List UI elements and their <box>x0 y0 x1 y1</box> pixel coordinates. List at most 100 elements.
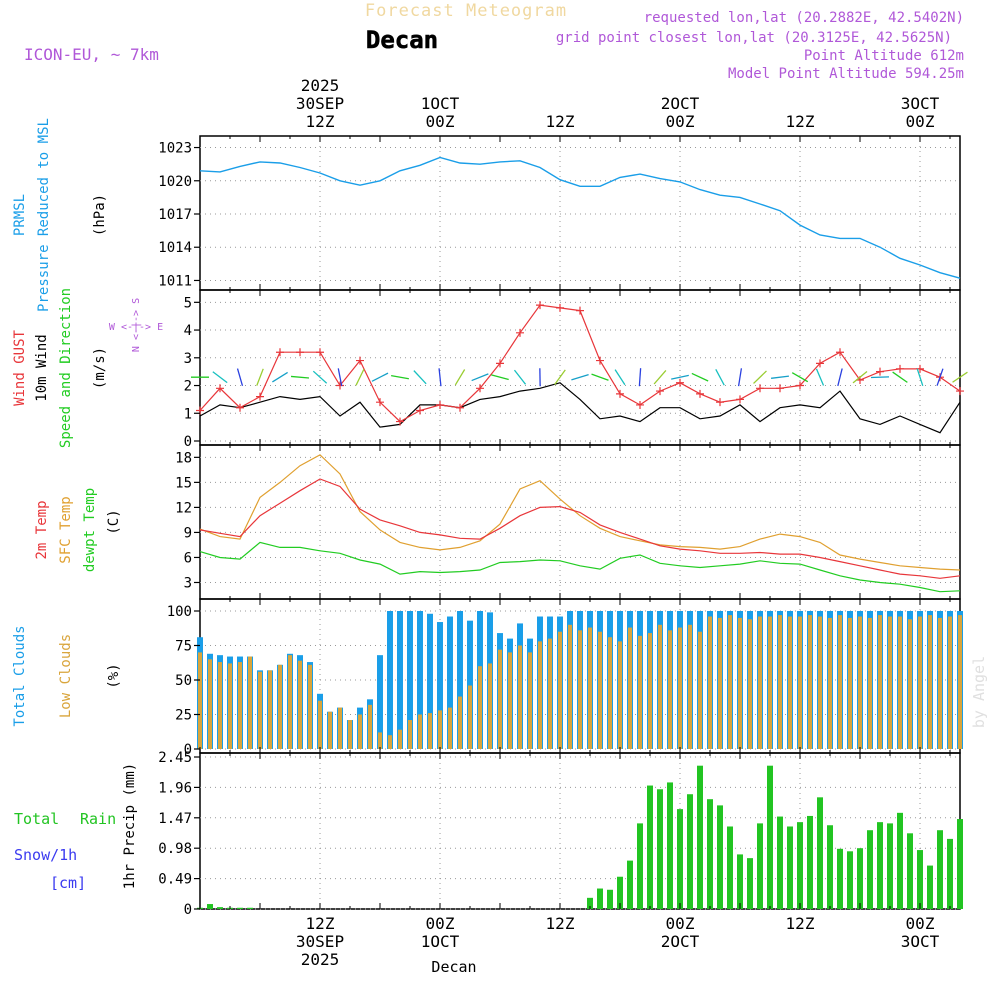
gust-marker <box>636 400 644 409</box>
time-label-bottom: 00Z <box>426 914 455 933</box>
rain-bar <box>667 782 673 909</box>
low-cloud-bar <box>548 638 552 749</box>
low-cloud-bar <box>588 627 592 749</box>
low-cloud-bar <box>818 616 822 749</box>
wind-direction-arrow <box>715 368 725 386</box>
requested-location: requested lon,lat (20.2882E, 42.5402N) <box>644 10 964 26</box>
wind-unit: (m/s) <box>92 347 108 389</box>
t2m-line <box>199 478 961 579</box>
low-cloud-bar <box>768 616 772 749</box>
snow-unit: [cm] <box>50 874 86 892</box>
low-cloud-bar <box>418 714 422 749</box>
low-cloud-bar <box>898 616 902 749</box>
time-label-top: 12Z <box>546 112 575 131</box>
pressure-ytick-label: 1023 <box>158 141 192 157</box>
dewpoint-line <box>199 541 961 593</box>
low-cloud-bar <box>698 631 702 749</box>
wind-direction-arrow <box>870 376 890 379</box>
low-cloud-bar <box>218 662 222 749</box>
pressure-label-msl: Pressure Reduced to MSL <box>36 118 52 312</box>
low-clouds-label: Low Clouds <box>58 634 74 718</box>
time-label-top: 00Z <box>906 112 935 131</box>
gust-marker <box>456 403 464 412</box>
gust-marker <box>256 392 264 401</box>
low-cloud-bar <box>328 711 332 749</box>
gust-marker <box>896 364 904 373</box>
model-label: ICON-EU, ~ 7km <box>24 45 159 64</box>
low-cloud-bar <box>388 735 392 749</box>
low-cloud-bar <box>658 624 662 749</box>
dew-label: dewpt Temp <box>82 488 98 572</box>
wind-direction-arrow <box>837 368 843 387</box>
rain-bar <box>737 854 743 909</box>
low-cloud-bar <box>638 635 642 749</box>
pressure-panel <box>199 135 961 291</box>
compass-ns: N <-|-> S <box>131 298 142 352</box>
low-cloud-bar <box>878 615 882 749</box>
low-cloud-bar <box>858 616 862 749</box>
total-clouds-label: Total Clouds <box>12 625 28 726</box>
low-cloud-bar <box>948 616 952 749</box>
low-cloud-bar <box>828 617 832 749</box>
credit: by Angel <box>970 656 988 728</box>
gust-marker <box>236 403 244 412</box>
gust-marker <box>416 406 424 415</box>
low-cloud-bar <box>688 624 692 749</box>
low-cloud-bar <box>868 617 872 749</box>
wind-direction-arrow <box>236 368 244 387</box>
low-cloud-bar <box>338 707 342 749</box>
low-cloud-bar <box>408 720 412 749</box>
wind-direction-arrow <box>737 368 743 387</box>
wind-ytick-label: 4 <box>184 323 192 339</box>
time-label-top: 2025 <box>301 76 340 95</box>
time-label-top: 30SEP <box>296 94 344 113</box>
gust-line <box>199 304 961 423</box>
wind-direction-arrow <box>312 370 328 384</box>
wind-direction-arrow <box>791 372 809 383</box>
rain-bar <box>907 833 913 909</box>
low-cloud-bar <box>368 704 372 749</box>
sfc-label: SFC Temp <box>58 496 74 563</box>
wind-direction-arrow <box>936 368 944 386</box>
wind-direction-arrow <box>438 368 442 387</box>
gust-marker <box>376 398 384 407</box>
t2m-label: 2m Temp <box>34 500 50 559</box>
low-cloud-bar <box>728 615 732 749</box>
low-cloud-bar <box>778 615 782 749</box>
grid-point: grid point closest lon,lat (20.3125E, 42… <box>556 30 952 46</box>
gust-marker <box>796 381 804 390</box>
point-altitude: Point Altitude 612m <box>804 48 964 64</box>
time-label-top: 00Z <box>426 112 455 131</box>
wind-direction-arrow <box>653 369 667 385</box>
rain-bar <box>237 907 243 909</box>
gust-marker <box>756 384 764 393</box>
wind-direction-arrow <box>638 368 642 387</box>
low-cloud-bar <box>628 627 632 749</box>
rain-bar <box>827 825 833 909</box>
low-cloud-bar <box>198 652 202 749</box>
rain-bar <box>727 826 733 909</box>
wind-direction-arrow <box>916 368 924 386</box>
rain-bar <box>677 809 683 909</box>
gust-marker <box>576 306 584 315</box>
low-cloud-bar <box>938 617 942 749</box>
time-label-top: 12Z <box>306 112 335 131</box>
rain-bar <box>847 851 853 909</box>
gust-marker <box>816 359 824 368</box>
rain-bar <box>207 904 213 909</box>
low-cloud-bar <box>278 664 282 749</box>
wind-direction-arrow <box>753 370 767 384</box>
low-cloud-bar <box>678 627 682 749</box>
clouds-ytick-label: 25 <box>175 708 192 724</box>
precipitation-ytick-label: 0 <box>184 902 192 918</box>
rain-bar <box>767 765 773 909</box>
low-cloud-bar <box>648 633 652 749</box>
rain-bar <box>597 888 603 909</box>
total-cloud-bar <box>377 655 383 749</box>
low-cloud-bar <box>428 713 432 749</box>
low-cloud-bar <box>908 619 912 749</box>
low-cloud-bar <box>448 707 452 749</box>
total-cloud-bar <box>407 611 413 749</box>
rain-bar <box>877 822 883 909</box>
precip-unit: 1hr Precip (mm) <box>122 763 138 889</box>
